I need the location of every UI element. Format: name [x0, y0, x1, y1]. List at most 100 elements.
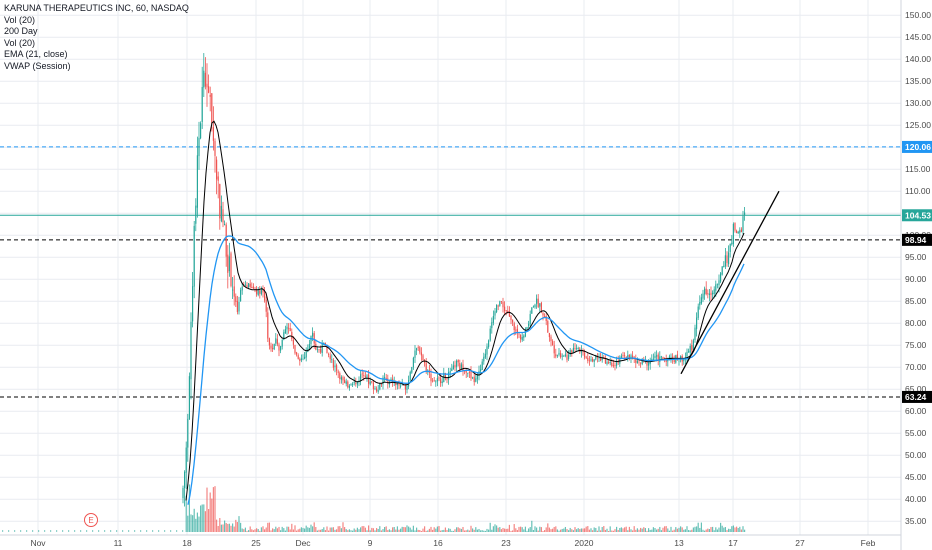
volume-bar [595, 527, 597, 532]
volume-bar [294, 525, 296, 532]
candle-body [548, 333, 550, 338]
volume-bar [598, 526, 600, 532]
volume-bar [603, 526, 605, 532]
indicator-vol20-b[interactable]: Vol (20) [4, 37, 36, 48]
candle-body [537, 298, 539, 307]
volume-bar [324, 530, 326, 532]
candle-body [305, 351, 307, 358]
volume-bar [486, 528, 488, 532]
volume-bar [417, 529, 419, 532]
y-tick-label: 135.00 [905, 76, 931, 86]
volume-bar [622, 528, 624, 532]
volume-bar [601, 527, 603, 532]
volume-bar [683, 529, 685, 532]
level-label: 104.53 [905, 210, 931, 220]
volume-bar [355, 529, 357, 532]
volume-bar [548, 527, 550, 532]
volume-bar [420, 530, 422, 532]
volume-bar [489, 522, 491, 532]
x-tick-label: 9 [368, 538, 373, 548]
candle-body [283, 332, 285, 340]
x-tick-label: 25 [251, 538, 261, 548]
volume-bar [214, 486, 216, 532]
candle-body [211, 93, 213, 124]
volume-bar [480, 530, 482, 532]
candle-body [230, 253, 232, 286]
candle-body [625, 356, 627, 358]
candle-body [616, 362, 618, 366]
volume-bar [640, 527, 642, 532]
x-tick-label: Nov [30, 538, 46, 548]
volume-bar [564, 526, 566, 532]
volume-bar [457, 527, 459, 532]
candle-body [214, 141, 216, 156]
volume-bar [235, 519, 237, 532]
volume-bar [545, 527, 547, 532]
volume-bar [377, 528, 379, 532]
candle-body [707, 293, 709, 295]
candle-body [584, 352, 586, 358]
candle-body [512, 319, 514, 323]
volume-bar [740, 529, 742, 532]
volume-bar [361, 526, 363, 532]
volume-bar [307, 527, 309, 532]
candle-body [560, 353, 562, 358]
volume-bar [419, 530, 421, 532]
volume-bar [422, 528, 424, 532]
candle-body [729, 243, 731, 252]
volume-bar [436, 526, 438, 532]
volume-bar [128, 530, 130, 532]
volume-bar [702, 529, 704, 532]
volume-bar [424, 526, 426, 532]
candle-body [206, 83, 208, 88]
volume-bar [268, 522, 270, 532]
volume-bar [388, 529, 390, 532]
y-tick-label: 110.00 [905, 186, 931, 196]
volume-bar [74, 530, 76, 532]
volume-bar [68, 530, 70, 532]
indicator-ema[interactable]: EMA (21, close) [4, 49, 68, 59]
candle-body [652, 358, 654, 360]
candle-body [216, 159, 218, 180]
candle-body [734, 222, 736, 231]
x-tick-label: 17 [728, 538, 738, 548]
volume-bar [140, 530, 142, 532]
candle-body [614, 364, 616, 366]
volume-bar [241, 528, 243, 532]
candle-body [704, 288, 706, 295]
volume-bar [675, 527, 677, 532]
volume-bar [164, 530, 166, 532]
candle-body [539, 303, 541, 307]
candle-body [558, 352, 560, 355]
candle-body [620, 355, 622, 359]
indicator-200day[interactable]: 200 Day [4, 26, 38, 36]
volume-bar [185, 495, 187, 532]
volume-bar [475, 527, 477, 532]
volume-bar [406, 525, 408, 532]
candle-body [185, 447, 187, 473]
volume-bar [697, 522, 699, 532]
candle-body [473, 376, 475, 383]
volume-bar [718, 527, 720, 532]
volume-bar [646, 530, 648, 532]
volume-bar [425, 530, 427, 532]
ema-line [185, 120, 745, 501]
candle-body [593, 359, 595, 362]
candle-body [572, 347, 574, 353]
candle-body [440, 378, 442, 384]
volume-bar [256, 528, 258, 532]
indicator-vol20[interactable]: Vol (20) [4, 14, 36, 25]
volume-bar [681, 527, 683, 532]
earnings-marker: E [84, 513, 98, 527]
legend: KARUNA THERAPEUTICS INC, 60, NASDAQ Vol … [4, 3, 189, 72]
volume-bar [283, 528, 285, 532]
y-tick-label: 90.00 [905, 274, 927, 284]
indicator-vwap[interactable]: VWAP (Session) [4, 60, 71, 71]
candle-body [731, 242, 733, 245]
candle-body [284, 329, 286, 334]
volume-bar [670, 526, 672, 532]
volume-bar [507, 528, 509, 532]
volume-bar [742, 526, 744, 532]
